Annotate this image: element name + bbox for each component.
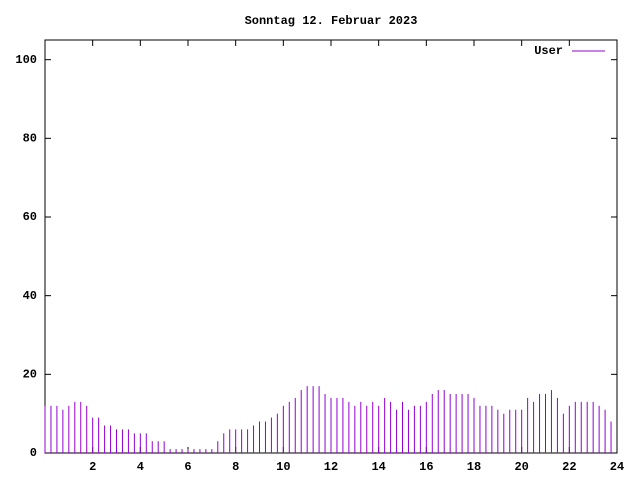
x-tick-label: 10 — [276, 460, 290, 474]
y-tick-label: 80 — [23, 132, 37, 146]
y-tick-label: 20 — [23, 368, 37, 382]
y-tick-label: 40 — [23, 289, 37, 303]
x-tick-label: 14 — [371, 460, 385, 474]
x-tick-label: 6 — [184, 460, 191, 474]
x-tick-label: 16 — [419, 460, 433, 474]
x-tick-label: 18 — [467, 460, 481, 474]
chart-title: Sonntag 12. Februar 2023 — [245, 14, 418, 28]
x-tick-label: 4 — [137, 460, 144, 474]
x-tick-label: 2 — [89, 460, 96, 474]
x-tick-label: 24 — [610, 460, 624, 474]
plot-frame — [44, 39, 618, 454]
y-tick-label: 60 — [23, 210, 37, 224]
x-tick-label: 12 — [324, 460, 338, 474]
y-tick-label: 100 — [15, 53, 37, 67]
y-tick-label: 0 — [30, 446, 37, 460]
x-tick-label: 20 — [514, 460, 528, 474]
x-tick-label: 22 — [562, 460, 576, 474]
x-tick-label: 8 — [232, 460, 239, 474]
legend-label: User — [534, 44, 563, 58]
